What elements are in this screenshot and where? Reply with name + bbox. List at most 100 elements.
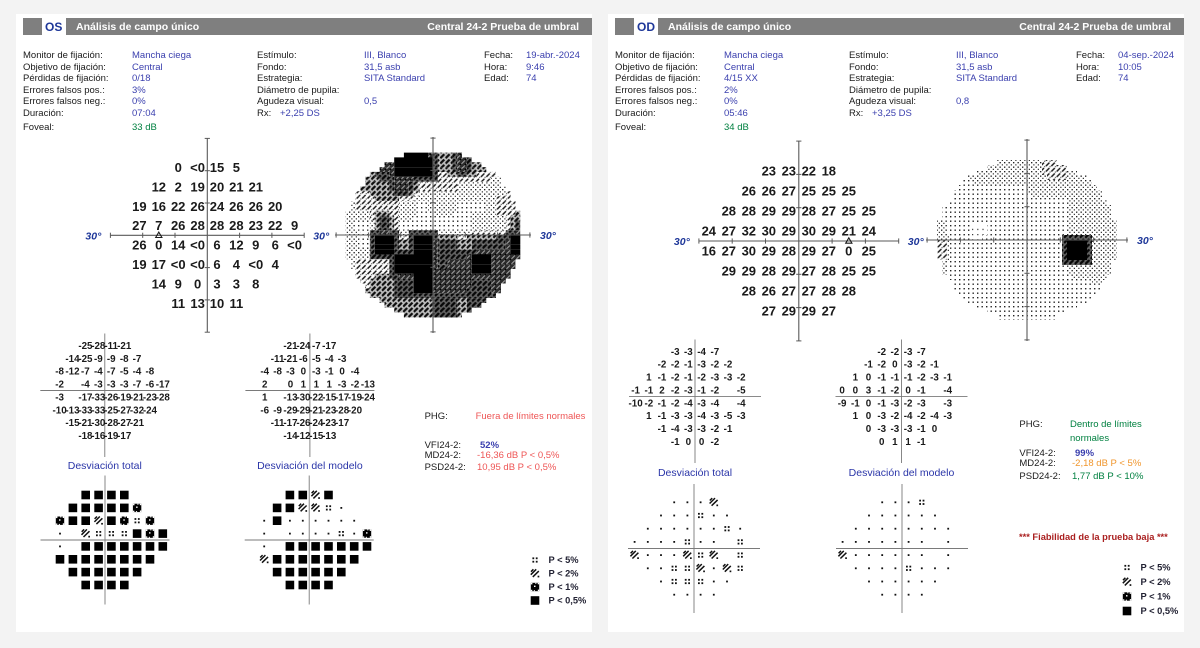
svg-text:0: 0	[866, 411, 872, 422]
svg-text:P < 0,5%: P < 0,5%	[1141, 606, 1180, 616]
svg-text:-15: -15	[309, 431, 324, 442]
svg-text:27: 27	[802, 264, 816, 279]
svg-text:29: 29	[782, 224, 796, 239]
svg-text:27: 27	[802, 284, 816, 299]
svg-text:-3: -3	[338, 380, 347, 391]
svg-text:-17: -17	[335, 418, 350, 429]
svg-text:25: 25	[842, 184, 856, 199]
svg-text:3: 3	[233, 276, 240, 291]
svg-text:-3: -3	[338, 354, 347, 365]
svg-text:-2: -2	[877, 347, 886, 358]
svg-text:0: 0	[845, 244, 852, 259]
svg-text:10: 10	[210, 296, 224, 311]
svg-text:P < 0,5%: P < 0,5%	[549, 596, 588, 606]
svg-text:1: 1	[326, 380, 332, 391]
svg-text:Desviación del modelo: Desviación del modelo	[257, 460, 363, 472]
svg-text:28: 28	[822, 284, 836, 299]
svg-text:6: 6	[213, 238, 220, 253]
svg-text:-33: -33	[91, 392, 106, 403]
svg-text:-21: -21	[309, 405, 324, 416]
svg-text:-4: -4	[697, 347, 706, 358]
svg-text:25: 25	[842, 264, 856, 279]
svg-text:0: 0	[175, 160, 182, 175]
svg-text:-25: -25	[104, 405, 119, 416]
svg-text:-1: -1	[658, 424, 667, 435]
svg-text:-27: -27	[117, 405, 132, 416]
svg-text:-1: -1	[644, 385, 653, 396]
svg-text:-1: -1	[877, 398, 886, 409]
svg-text:-23: -23	[143, 392, 158, 403]
svg-text:<0: <0	[287, 238, 302, 253]
svg-text:-7: -7	[107, 367, 116, 378]
svg-text:24: 24	[210, 199, 225, 214]
svg-text:15: 15	[210, 160, 224, 175]
svg-text:-3: -3	[943, 398, 952, 409]
svg-text:-2: -2	[917, 360, 926, 371]
svg-text:-28: -28	[91, 341, 106, 352]
svg-text:-2: -2	[671, 360, 680, 371]
svg-text:25: 25	[802, 184, 816, 199]
svg-text:-1: -1	[658, 373, 667, 384]
svg-text:-7: -7	[710, 347, 719, 358]
svg-text:-18: -18	[78, 431, 93, 442]
svg-text:-3: -3	[107, 380, 116, 391]
svg-text:26: 26	[762, 184, 776, 199]
svg-text:-2: -2	[351, 380, 360, 391]
svg-text:-26: -26	[296, 418, 311, 429]
svg-text:1: 1	[892, 437, 898, 448]
svg-text:17: 17	[152, 257, 166, 272]
svg-text:25: 25	[862, 204, 876, 219]
svg-text:-21: -21	[283, 354, 298, 365]
svg-text:-2: -2	[697, 373, 706, 384]
svg-text:-2: -2	[891, 347, 900, 358]
svg-text:-7: -7	[133, 380, 142, 391]
svg-text:-5: -5	[737, 385, 746, 396]
svg-text:-4: -4	[684, 398, 693, 409]
svg-text:32: 32	[742, 224, 756, 239]
svg-text:-3: -3	[904, 360, 913, 371]
svg-text:4: 4	[233, 257, 241, 272]
svg-text:19: 19	[132, 257, 146, 272]
svg-text:29: 29	[782, 264, 796, 279]
svg-text:28: 28	[742, 284, 756, 299]
svg-text:-4: -4	[697, 411, 706, 422]
svg-text:25: 25	[842, 204, 856, 219]
svg-text:-24: -24	[309, 418, 324, 429]
svg-text:-5: -5	[120, 367, 129, 378]
svg-text:P < 1%: P < 1%	[1141, 592, 1172, 602]
svg-text:9: 9	[291, 218, 298, 233]
svg-text:-3: -3	[904, 347, 913, 358]
svg-text:30°: 30°	[313, 230, 330, 242]
svg-text:-1: -1	[684, 360, 693, 371]
svg-text:21: 21	[842, 224, 856, 239]
svg-text:-9: -9	[94, 354, 103, 365]
svg-text:0: 0	[932, 424, 938, 435]
svg-text:30: 30	[742, 244, 756, 259]
svg-text:29: 29	[822, 224, 836, 239]
svg-text:-1: -1	[631, 385, 640, 396]
svg-text:-3: -3	[877, 411, 886, 422]
svg-text:30°: 30°	[85, 230, 102, 242]
svg-text:<0: <0	[171, 257, 186, 272]
svg-text:P < 1%: P < 1%	[549, 582, 580, 592]
svg-text:-1: -1	[877, 373, 886, 384]
svg-text:1: 1	[646, 373, 652, 384]
svg-text:-2: -2	[737, 373, 746, 384]
svg-text:3: 3	[866, 385, 872, 396]
svg-text:-4: -4	[94, 367, 103, 378]
svg-text:-13: -13	[322, 431, 337, 442]
svg-text:-7: -7	[133, 354, 142, 365]
svg-text:-1: -1	[684, 373, 693, 384]
svg-text:14: 14	[152, 276, 167, 291]
svg-text:19: 19	[132, 199, 146, 214]
svg-text:-1: -1	[917, 437, 926, 448]
svg-text:26: 26	[190, 199, 204, 214]
svg-text:P < 5%: P < 5%	[1141, 563, 1172, 573]
svg-text:-8: -8	[146, 367, 155, 378]
svg-text:0: 0	[866, 424, 872, 435]
svg-text:28: 28	[842, 284, 856, 299]
svg-text:-3: -3	[737, 411, 746, 422]
svg-text:0: 0	[866, 373, 872, 384]
svg-text:27: 27	[782, 184, 796, 199]
svg-text:27: 27	[822, 304, 836, 319]
